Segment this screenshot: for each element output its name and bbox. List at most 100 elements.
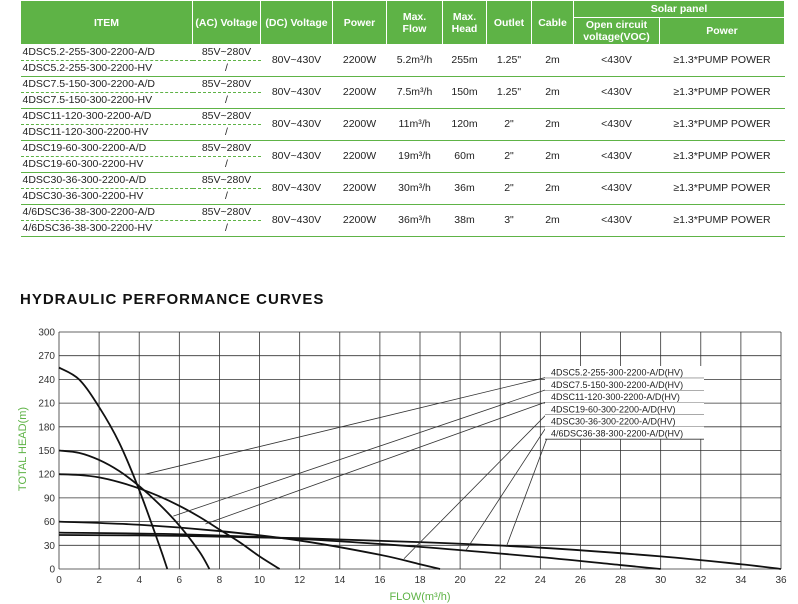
x-tick-label: 22 <box>495 575 507 586</box>
x-tick-label: 8 <box>217 575 223 586</box>
x-tick-label: 14 <box>334 575 346 586</box>
section-title: HYDRAULIC PERFORMANCE CURVES <box>20 291 325 308</box>
model-cell: 4DSC19-60-300-2200-HV <box>20 156 193 173</box>
outlet-cell: 1.25" <box>486 44 532 77</box>
dc-cell: 80V~430V <box>260 76 333 109</box>
outlet-cell: 1.25" <box>486 76 532 109</box>
ac-voltage-cell: / <box>192 220 261 237</box>
model-cell: 4DSC7.5-150-300-2200-A/D <box>20 76 193 93</box>
table-row: 4DSC5.2-255-300-2200-HV / <box>20 60 785 77</box>
model-cell: 4/6DSC36-38-300-2200-A/D <box>20 204 193 221</box>
header-cable: Cable <box>531 0 574 45</box>
header-voc: Open circuit voltage(VOC) <box>573 17 660 45</box>
table-row: 4DSC11-120-300-2200-A/D 85V~280V 80V~430V 2… <box>20 108 785 141</box>
y-axis-label: TOTAL HEAD(m) <box>17 407 29 491</box>
flow-cell: 30m³/h <box>386 172 443 205</box>
solar-power-cell: ≥1.3*PUMP POWER <box>659 140 785 173</box>
table-row: 4DSC19-60-300-2200-A/D 85V~280V 80V~430V 22… <box>20 140 785 173</box>
legend-row-background <box>545 378 704 391</box>
header-dc-voltage: (DC) Voltage <box>260 0 333 45</box>
power-cell: 2200W <box>332 44 387 77</box>
flow-cell: 11m³/h <box>386 108 443 141</box>
outlet-cell: 2" <box>486 140 532 173</box>
header-max-head: Max. Head <box>442 0 487 45</box>
table-row: 4DSC5.2-255-300-2200-A/D 85V~280V 80V~430V… <box>20 44 785 77</box>
performance-curve-chart: 0 2 4 6 8 10 12 14 16 18 20 22 24 26 28 30 32 34 360306090… <box>17 328 787 604</box>
y-tick-label: 120 <box>38 470 55 481</box>
x-tick-label: 18 <box>414 575 426 586</box>
head-cell: 120m <box>442 108 487 141</box>
table-row: 4/6DSC36-38-300-2200-A/D 85V~280V 80V~430V… <box>20 204 785 237</box>
legend-label: 4DSC19-60-300-2200-A/D(HV) <box>551 404 676 414</box>
y-tick-label: 240 <box>38 375 55 386</box>
table-row: 4DSC30-36-300-2200-A/D 85V~280V 80V~430V 22… <box>20 172 785 205</box>
y-tick-label: 60 <box>44 517 56 528</box>
flow-cell: 36m³/h <box>386 204 443 237</box>
chart-series <box>58 366 782 570</box>
voc-cell: <430V <box>573 172 660 205</box>
solar-power-cell: ≥1.3*PUMP POWER <box>659 76 785 109</box>
x-tick-label: 32 <box>695 575 707 586</box>
cable-cell: 2m <box>531 44 574 77</box>
legend-label: 4DSC11-120-300-2200-A/D(HV) <box>551 392 680 402</box>
dc-cell: 80V~430V <box>260 172 333 205</box>
model-cell: 4DSC7.5-150-300-2200-HV <box>20 92 193 109</box>
x-axis-label: FLOW(m³/h) <box>389 591 450 603</box>
head-cell: 150m <box>442 76 487 109</box>
series-curve <box>58 473 281 570</box>
model-cell: 4DSC5.2-255-300-2200-HV <box>20 60 193 77</box>
x-tick-label: 26 <box>575 575 587 586</box>
chart-ticks: 0 2 4 6 8 10 12 14 16 18 20 22 24 26 28 30 32 34 360306090… <box>38 328 787 587</box>
ac-voltage-cell: 85V~280V <box>192 204 261 221</box>
header-outlet: Outlet <box>486 0 532 45</box>
x-tick-label: 4 <box>136 575 142 586</box>
solar-power-cell: ≥1.3*PUMP POWER <box>659 108 785 141</box>
header-solar-panel: Solar panel <box>572 0 786 18</box>
y-tick-label: 210 <box>38 399 55 410</box>
x-tick-label: 20 <box>455 575 467 586</box>
dc-cell: 80V~430V <box>260 140 333 173</box>
legend-row-background <box>545 427 704 440</box>
y-tick-label: 30 <box>44 541 56 552</box>
y-tick-label: 180 <box>38 422 55 433</box>
legend-row-background <box>545 390 704 403</box>
power-cell: 2200W <box>332 140 387 173</box>
outlet-cell: 2" <box>486 108 532 141</box>
ac-voltage-cell: 85V~280V <box>192 108 261 125</box>
ac-voltage-cell: / <box>192 92 261 109</box>
y-tick-label: 150 <box>38 446 55 457</box>
outlet-cell: 3" <box>486 204 532 237</box>
series-curve <box>58 449 211 570</box>
x-tick-label: 34 <box>735 575 747 586</box>
legend-label: 4DSC7.5-150-300-2200-A/D(HV) <box>551 380 683 390</box>
head-cell: 38m <box>442 204 487 237</box>
outlet-cell: 2" <box>486 172 532 205</box>
x-tick-label: 16 <box>374 575 386 586</box>
x-tick-label: 6 <box>177 575 183 586</box>
leader-line <box>465 425 548 551</box>
ac-voltage-cell: 85V~280V <box>192 172 261 189</box>
dc-cell: 80V~430V <box>260 44 333 77</box>
ac-voltage-cell: / <box>192 124 261 141</box>
model-cell: 4DSC11-120-300-2200-HV <box>20 124 193 141</box>
ac-voltage-cell: 85V~280V <box>192 140 261 157</box>
dc-cell: 80V~430V <box>260 204 333 237</box>
leader-line <box>403 413 548 560</box>
table-row: 4DSC7.5-150-300-2200-HV / <box>20 92 785 109</box>
ac-voltage-cell: / <box>192 60 261 77</box>
spec-table-body: 4DSC5.2-255-300-2200-A/D 85V~280V 80V~430V… <box>20 44 785 237</box>
power-cell: 2200W <box>332 108 387 141</box>
x-tick-label: 2 <box>96 575 102 586</box>
model-cell: 4DSC30-36-300-2200-HV <box>20 188 193 205</box>
legend-label: 4DSC30-36-300-2200-A/D(HV) <box>551 417 676 427</box>
flow-cell: 7.5m³/h <box>386 76 443 109</box>
ac-voltage-cell: / <box>192 156 261 173</box>
x-tick-label: 10 <box>254 575 266 586</box>
power-cell: 2200W <box>332 76 387 109</box>
legend-row-background <box>545 402 704 415</box>
dc-cell: 80V~430V <box>260 108 333 141</box>
series-curve <box>58 534 782 570</box>
y-tick-label: 0 <box>49 565 55 576</box>
table-row: 4DSC19-60-300-2200-HV / <box>20 156 785 173</box>
series-curve <box>58 366 169 570</box>
